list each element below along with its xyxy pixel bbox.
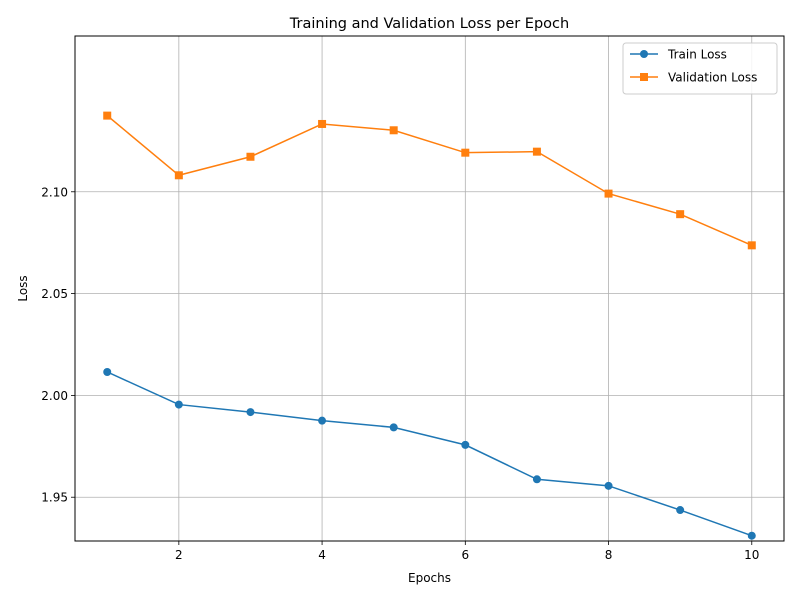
- point-validation-loss: [103, 111, 112, 120]
- point-train-loss: [747, 531, 756, 540]
- legend: Train Loss Validation Loss: [622, 42, 778, 95]
- point-train-loss: [389, 423, 398, 432]
- point-train-loss: [676, 506, 685, 515]
- x-axis-label: Epochs: [408, 571, 451, 585]
- grid: [75, 36, 784, 541]
- point-train-loss: [604, 481, 613, 490]
- point-validation-loss: [174, 171, 183, 180]
- point-validation-loss: [532, 147, 541, 156]
- point-train-loss: [461, 440, 470, 449]
- series-validation-loss: [103, 111, 756, 250]
- y-tick-label: 2.10: [41, 185, 68, 199]
- chart-title: Training and Validation Loss per Epoch: [289, 16, 569, 32]
- point-train-loss: [318, 416, 327, 425]
- point-validation-loss: [318, 119, 327, 128]
- legend-val-label: Validation Loss: [668, 71, 757, 85]
- x-tick-label: 10: [744, 548, 759, 562]
- point-validation-loss: [604, 189, 613, 198]
- series-train-loss: [103, 367, 756, 540]
- y-axis: 1.95 2.00 2.05 2.10: [41, 185, 75, 505]
- legend-train-marker: [640, 50, 648, 58]
- y-tick-label: 1.95: [41, 491, 68, 505]
- legend-train-label: Train Loss: [667, 48, 727, 62]
- y-tick-label: 2.00: [41, 389, 68, 403]
- point-train-loss: [532, 475, 541, 484]
- legend-box: [622, 42, 778, 95]
- point-validation-loss: [389, 126, 398, 135]
- y-tick-label: 2.05: [41, 287, 68, 301]
- point-train-loss: [246, 408, 255, 417]
- point-validation-loss: [461, 148, 470, 157]
- line-train-loss: [106, 371, 753, 537]
- point-train-loss: [103, 367, 112, 376]
- plot-frame: [74, 35, 785, 542]
- x-tick-label: 4: [318, 548, 326, 562]
- x-tick-label: 2: [175, 548, 183, 562]
- y-axis-label: Loss: [16, 275, 30, 301]
- legend-val-marker: [640, 73, 648, 81]
- x-axis: 2 4 6 8 10: [175, 541, 759, 562]
- x-tick-label: 8: [605, 548, 613, 562]
- point-validation-loss: [246, 152, 255, 161]
- point-train-loss: [174, 400, 183, 409]
- point-validation-loss: [747, 241, 756, 250]
- point-validation-loss: [676, 210, 685, 219]
- series-layer: [103, 111, 756, 540]
- x-tick-label: 6: [461, 548, 469, 562]
- line-validation-loss: [106, 115, 753, 247]
